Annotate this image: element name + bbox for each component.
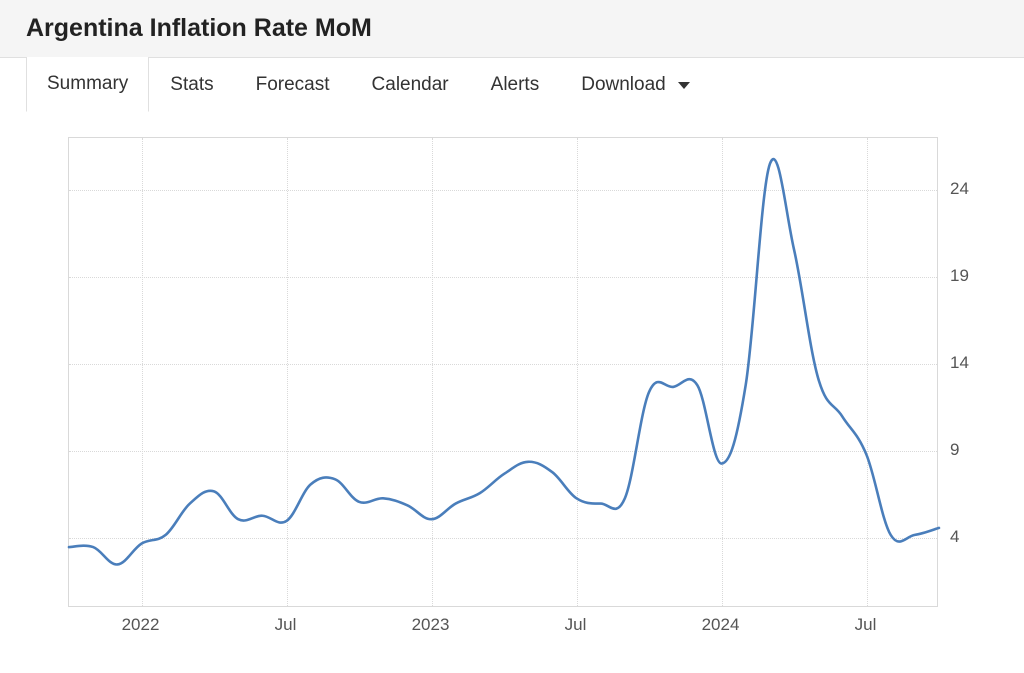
tab-stats[interactable]: Stats [149,58,234,113]
x-tick-label: Jul [565,615,587,635]
x-tick-label: Jul [275,615,297,635]
page-header: Argentina Inflation Rate MoM [0,0,1024,58]
y-tick-label: 24 [950,179,969,199]
plot-area [68,137,938,607]
x-tick-label: 2024 [702,615,740,635]
series-line [69,138,939,608]
tab-summary[interactable]: Summary [26,57,149,112]
y-tick-label: 19 [950,266,969,286]
page-title: Argentina Inflation Rate MoM [26,14,998,43]
y-tick-label: 9 [950,440,959,460]
tab-label: Alerts [491,74,540,96]
x-tick-label: 2022 [122,615,160,635]
tab-label: Forecast [256,74,330,96]
chart-container: 4 9 14 19 24 2022 Jul 2023 Jul 2024 Jul [0,113,1024,663]
tab-label: Download [581,74,666,96]
x-tick-label: Jul [855,615,877,635]
y-tick-label: 14 [950,353,969,373]
tab-label: Stats [170,74,213,96]
tab-label: Summary [47,73,128,95]
inflation-line-chart: 4 9 14 19 24 2022 Jul 2023 Jul 2024 Jul [30,133,990,653]
tab-label: Calendar [372,74,449,96]
tab-calendar[interactable]: Calendar [351,58,470,113]
tab-bar: Summary Stats Forecast Calendar Alerts Downlo… [0,58,1024,113]
chevron-down-icon [678,82,690,89]
tab-forecast[interactable]: Forecast [235,58,351,113]
tab-alerts[interactable]: Alerts [470,58,561,113]
y-tick-label: 4 [950,527,959,547]
tab-download[interactable]: Download [560,58,711,113]
x-tick-label: 2023 [412,615,450,635]
